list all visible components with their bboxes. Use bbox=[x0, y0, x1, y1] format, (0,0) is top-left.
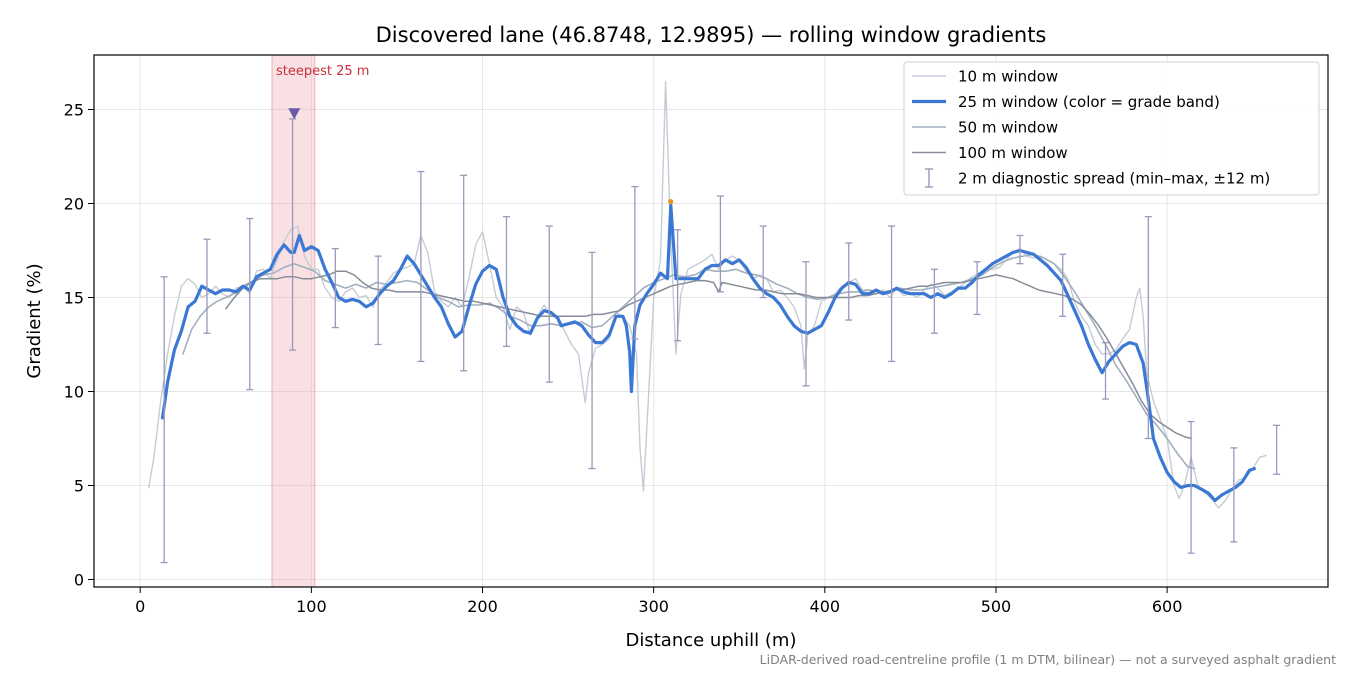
legend-label-100m: 100 m window bbox=[958, 144, 1068, 162]
errorbar bbox=[417, 170, 425, 363]
x-tick-label: 600 bbox=[1152, 597, 1183, 616]
errorbar bbox=[502, 216, 510, 348]
legend-label-10m: 10 m window bbox=[958, 68, 1058, 86]
steepest-marker-group bbox=[288, 108, 674, 205]
errorbar bbox=[1187, 420, 1195, 554]
peak-accent bbox=[668, 199, 674, 205]
errorbar bbox=[973, 261, 981, 316]
series-line-3 bbox=[225, 270, 1192, 440]
steepest-marker bbox=[288, 108, 301, 120]
steepest-band bbox=[271, 54, 316, 588]
legend-label-50m: 50 m window bbox=[958, 119, 1058, 137]
x-tick-label: 100 bbox=[296, 597, 327, 616]
steepest-window-highlight: steepest 25 m bbox=[271, 54, 369, 588]
errorbar bbox=[460, 174, 468, 372]
errorbar bbox=[1230, 447, 1238, 543]
errorbar bbox=[1144, 216, 1152, 440]
errorbar bbox=[203, 238, 211, 334]
errorbar bbox=[545, 225, 553, 383]
errorbar bbox=[930, 268, 938, 334]
axis-ticks: 0 100 200 300 400 500 600 0 5 10 15 20 25 bbox=[64, 101, 1183, 616]
errorbar bbox=[289, 118, 297, 351]
chart-title: Discovered lane (46.8748, 12.9895) — rol… bbox=[376, 23, 1047, 47]
errorbar bbox=[802, 261, 810, 387]
errorbar bbox=[331, 247, 339, 329]
legend-swatch-errorbar bbox=[925, 168, 933, 188]
errorbar bbox=[888, 225, 896, 363]
errorbar bbox=[845, 242, 853, 321]
diagnostic-spread-errorbars bbox=[160, 118, 1281, 564]
y-tick-label: 0 bbox=[74, 570, 84, 589]
x-tick-label: 300 bbox=[638, 597, 669, 616]
errorbar bbox=[759, 225, 767, 299]
grid bbox=[94, 55, 1328, 587]
errorbar bbox=[246, 217, 254, 391]
legend-frame bbox=[903, 61, 1320, 196]
legend-label-25m: 25 m window (color = grade band) bbox=[958, 93, 1220, 111]
errorbar bbox=[1273, 424, 1281, 475]
x-tick-label: 0 bbox=[135, 597, 145, 616]
footnote: LiDAR-derived road-centreline profile (1… bbox=[760, 652, 1336, 667]
x-tick-label: 500 bbox=[981, 597, 1012, 616]
y-tick-label: 20 bbox=[64, 195, 84, 214]
legend-label-errorbar: 2 m diagnostic spread (min–max, ±12 m) bbox=[958, 170, 1270, 188]
x-axis-label: Distance uphill (m) bbox=[626, 630, 797, 651]
errorbar bbox=[631, 185, 639, 340]
plot-frame bbox=[93, 54, 1329, 588]
errorbar bbox=[160, 276, 168, 564]
y-tick-label: 25 bbox=[64, 101, 84, 120]
x-tick-label: 200 bbox=[467, 597, 498, 616]
series-line-1 bbox=[160, 203, 1256, 503]
errorbar bbox=[374, 255, 382, 346]
errorbar bbox=[1102, 341, 1110, 400]
y-axis-label: Gradient (%) bbox=[24, 263, 45, 378]
errorbar bbox=[588, 251, 596, 470]
legend: 10 m window 25 m window (color = grade b… bbox=[903, 61, 1320, 196]
y-tick-label: 15 bbox=[64, 289, 84, 308]
errorbar bbox=[674, 229, 682, 342]
series-line-2 bbox=[182, 253, 1196, 470]
x-tick-label: 400 bbox=[810, 597, 841, 616]
steepest-label: steepest 25 m bbox=[276, 64, 369, 79]
series-lines bbox=[148, 80, 1268, 509]
errorbar bbox=[1059, 253, 1067, 317]
errorbar bbox=[716, 195, 724, 293]
errorbar bbox=[1016, 234, 1024, 265]
y-tick-label: 10 bbox=[64, 382, 84, 401]
y-tick-label: 5 bbox=[74, 476, 84, 495]
